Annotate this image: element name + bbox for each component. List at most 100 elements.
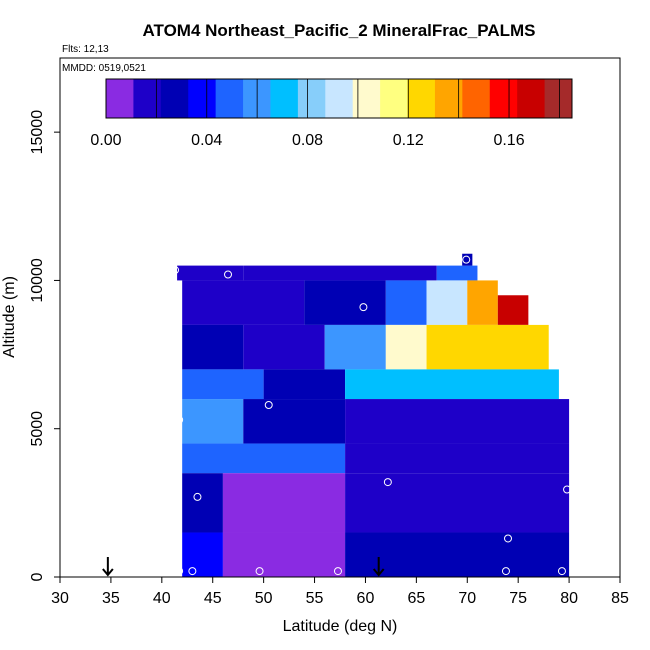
heatmap-cell	[222, 473, 346, 533]
heatmap-cell	[345, 473, 570, 533]
heatmap-cell	[243, 265, 437, 281]
chart-title: ATOM4 Northeast_Pacific_2 MineralFrac_PA…	[142, 21, 535, 40]
sample-point	[504, 534, 512, 543]
colorbar-swatch	[160, 79, 189, 118]
flights-label: Flts: 12,13	[62, 44, 109, 55]
heatmap-cell	[345, 369, 559, 400]
colorbar-swatch	[270, 79, 299, 118]
arrow-markers	[102, 557, 385, 577]
y-tick-label: 15000	[29, 110, 46, 155]
heatmap-cell	[345, 399, 570, 444]
colorbar: 0.00 0.04 0.08 0.12 0.16	[90, 78, 573, 149]
sample-point	[188, 567, 197, 576]
colorbar-swatch	[297, 79, 326, 118]
x-tick-label: 80	[560, 590, 578, 607]
colorbar-swatch	[462, 79, 491, 118]
heatmap-cell	[182, 532, 223, 577]
colorbar-swatch	[133, 79, 162, 118]
sample-point	[383, 478, 392, 487]
sample-point	[359, 303, 368, 312]
y-tick-label: 10000	[29, 258, 46, 303]
heatmap-cell	[436, 265, 478, 281]
colorbar-swatch	[407, 79, 436, 118]
x-tick-label: 55	[306, 590, 324, 607]
heatmap-cell	[467, 280, 498, 325]
x-tick-label: 35	[102, 590, 120, 607]
heatmap-cells	[177, 253, 570, 577]
heatmap-cell	[385, 280, 427, 325]
sample-point	[175, 415, 184, 424]
arrow-marker	[372, 557, 385, 577]
x-tick-label: 60	[357, 590, 375, 607]
colorbar-tick-label: 0.12	[393, 132, 424, 149]
sample-point	[462, 255, 471, 264]
sample-point	[171, 266, 180, 275]
x-tick-label: 50	[255, 590, 273, 607]
heatmap-cell	[263, 369, 346, 400]
heatmap-cell	[345, 443, 570, 474]
heatmap-cell	[182, 443, 346, 474]
y-axis: 0 5000 10000 15000	[29, 110, 60, 581]
colorbar-swatch	[380, 79, 409, 118]
colorbar-swatch	[517, 79, 546, 118]
colorbar-tick-label: 0.16	[493, 132, 524, 149]
x-tick-label: 45	[204, 590, 222, 607]
sample-point	[501, 567, 510, 576]
sample-point	[569, 392, 578, 401]
heatmap-cell	[426, 324, 549, 370]
heatmap-cell	[497, 295, 529, 325]
heatmap-cell	[385, 324, 427, 370]
heatmap-cell	[182, 399, 244, 444]
sample-points	[171, 255, 578, 576]
heatmap-cell	[324, 324, 386, 370]
heatmap-cell	[182, 324, 244, 370]
sample-point	[224, 270, 232, 279]
x-axis-label: Latitude (deg N)	[283, 618, 398, 635]
colorbar-swatch	[188, 79, 217, 118]
heatmap-cell	[304, 280, 386, 325]
x-tick-label: 75	[509, 590, 527, 607]
y-tick-label: 0	[29, 572, 46, 581]
heatmap-cell	[462, 253, 473, 266]
colorbar-swatch	[106, 79, 134, 118]
x-axis: 30 35 40 45 50 55 60 65 70 75 80 85	[51, 577, 629, 607]
heatmap-cell	[243, 324, 325, 370]
heatmap-cell	[182, 473, 223, 533]
heatmap-cell	[222, 532, 346, 577]
colorbar-swatch	[325, 79, 354, 118]
colorbar-tick-label: 0.00	[90, 132, 121, 149]
x-tick-label: 30	[51, 590, 69, 607]
colorbar-swatch	[215, 79, 244, 118]
sample-point	[563, 485, 572, 494]
x-tick-label: 70	[458, 590, 476, 607]
x-tick-label: 65	[407, 590, 425, 607]
heatmap-cell	[182, 369, 264, 400]
colorbar-tick-label: 0.08	[292, 132, 323, 149]
x-tick-label: 40	[153, 590, 171, 607]
x-tick-label: 85	[611, 590, 629, 607]
sample-point	[193, 492, 202, 501]
mmdd-label: MMDD: 0519,0521	[62, 63, 146, 74]
heatmap-cell	[243, 399, 346, 444]
plot-frame	[59, 57, 621, 578]
colorbar-swatch	[544, 79, 573, 118]
sample-point	[175, 567, 184, 576]
sample-point	[531, 310, 540, 319]
sample-point	[264, 400, 273, 409]
colorbar-frame	[105, 78, 573, 119]
y-tick-label: 5000	[29, 411, 46, 447]
heatmap-cell	[182, 280, 305, 325]
sample-point	[333, 567, 342, 576]
heatmap-cell	[177, 265, 244, 281]
colorbar-swatch	[489, 79, 518, 118]
y-axis-label: Altitude (m)	[1, 276, 18, 358]
sample-point	[557, 567, 566, 576]
colorbar-swatch	[352, 79, 381, 118]
sample-point	[255, 567, 264, 576]
colorbar-tick-label: 0.04	[191, 132, 222, 149]
colorbar-swatch	[434, 79, 463, 118]
heatmap-cell	[426, 280, 468, 325]
arrow-marker	[102, 557, 114, 577]
